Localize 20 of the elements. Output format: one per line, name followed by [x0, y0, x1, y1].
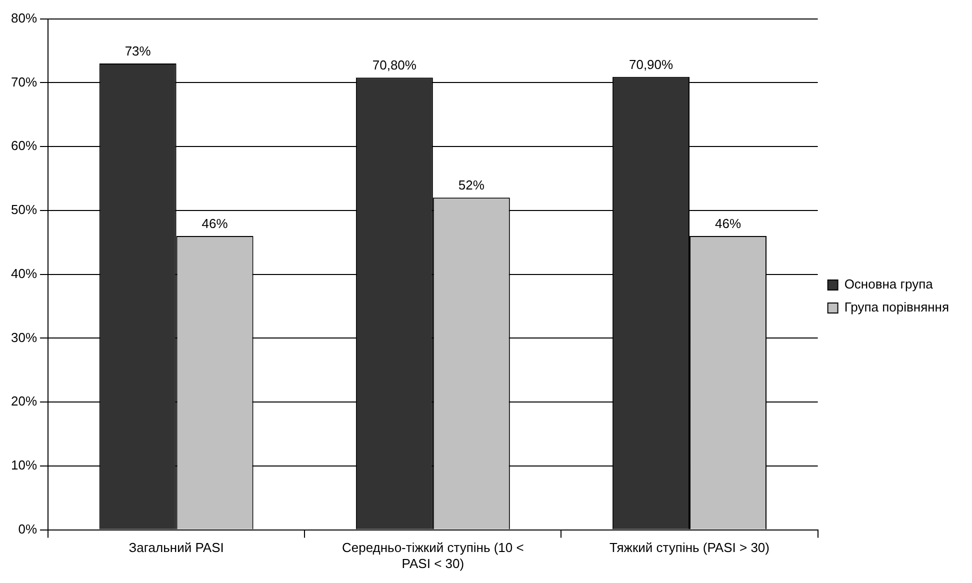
data-label: 46%: [714, 216, 742, 232]
y-tick-label: 40%: [10, 266, 38, 281]
x-tick-label: Загальний PASI: [128, 540, 224, 556]
y-tick-label: 80%: [10, 10, 38, 26]
y-tick-label: 10%: [10, 458, 38, 473]
x-tick-label: Тяжкий ступінь (PASI > 30): [610, 540, 770, 556]
y-tick-label: 20%: [10, 394, 38, 409]
y-tick-label: 70%: [10, 74, 38, 90]
y-tick-label: 50%: [10, 202, 38, 218]
data-label: 73%: [124, 44, 152, 59]
legend-label: Основна група: [844, 276, 934, 292]
x-tick-label: Середньо-тіжкий ступінь (10 < PASI < 30): [342, 540, 524, 571]
y-tick-label: 0%: [18, 521, 38, 536]
data-label: 52%: [458, 178, 485, 193]
data-label: 70,80%: [372, 58, 417, 73]
data-label: 46%: [202, 216, 228, 232]
legend-label: Група порівняння: [844, 300, 949, 315]
data-label: 70,90%: [628, 57, 674, 72]
y-tick-label: 60%: [10, 138, 38, 154]
y-tick-label: 30%: [10, 330, 38, 345]
